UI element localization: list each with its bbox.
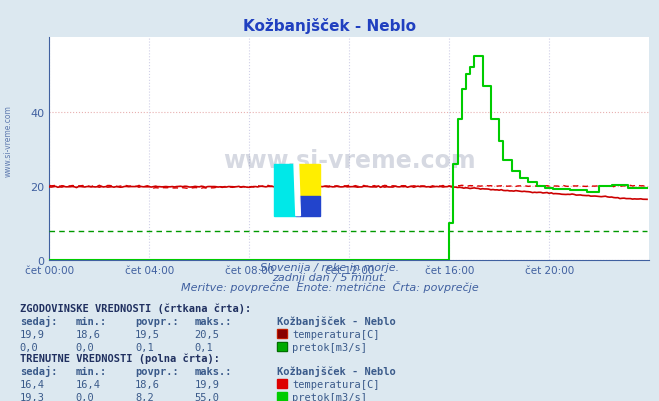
Text: sedaj:: sedaj: xyxy=(20,315,57,326)
Bar xyxy=(297,164,320,196)
Text: zadnji dan / 5 minut.: zadnji dan / 5 minut. xyxy=(272,273,387,283)
Text: 19,3: 19,3 xyxy=(20,392,45,401)
Text: 0,1: 0,1 xyxy=(194,342,213,352)
Text: 0,0: 0,0 xyxy=(20,342,38,352)
Text: Kožbanjšček - Neblo: Kožbanjšček - Neblo xyxy=(277,365,395,376)
Text: 19,5: 19,5 xyxy=(135,329,160,339)
Text: 16,4: 16,4 xyxy=(20,379,45,389)
Text: Kožbanjšček - Neblo: Kožbanjšček - Neblo xyxy=(277,315,395,326)
Polygon shape xyxy=(294,164,301,216)
Text: 18,6: 18,6 xyxy=(76,329,101,339)
Text: temperatura[C]: temperatura[C] xyxy=(292,379,380,389)
Text: 19,9: 19,9 xyxy=(194,379,219,389)
Text: 0,0: 0,0 xyxy=(76,342,94,352)
Text: Kožbanjšček - Neblo: Kožbanjšček - Neblo xyxy=(243,18,416,34)
Text: povpr.:: povpr.: xyxy=(135,366,179,376)
Text: pretok[m3/s]: pretok[m3/s] xyxy=(292,342,367,352)
Text: 20,5: 20,5 xyxy=(194,329,219,339)
Bar xyxy=(297,196,320,216)
Text: povpr.:: povpr.: xyxy=(135,316,179,326)
Text: 16,4: 16,4 xyxy=(76,379,101,389)
Text: 8,2: 8,2 xyxy=(135,392,154,401)
Text: maks.:: maks.: xyxy=(194,316,232,326)
Text: www.si-vreme.com: www.si-vreme.com xyxy=(3,105,13,176)
Text: 18,6: 18,6 xyxy=(135,379,160,389)
Text: www.si-vreme.com: www.si-vreme.com xyxy=(223,148,476,172)
Text: min.:: min.: xyxy=(76,316,107,326)
Text: temperatura[C]: temperatura[C] xyxy=(292,329,380,339)
Text: Slovenija / reke in morje.: Slovenija / reke in morje. xyxy=(260,263,399,273)
Text: pretok[m3/s]: pretok[m3/s] xyxy=(292,392,367,401)
Text: sedaj:: sedaj: xyxy=(20,365,57,376)
Text: ZGODOVINSKE VREDNOSTI (črtkana črta):: ZGODOVINSKE VREDNOSTI (črtkana črta): xyxy=(20,302,251,313)
Text: TRENUTNE VREDNOSTI (polna črta):: TRENUTNE VREDNOSTI (polna črta): xyxy=(20,352,219,363)
Bar xyxy=(274,164,297,216)
Text: Meritve: povprečne  Enote: metrične  Črta: povprečje: Meritve: povprečne Enote: metrične Črta:… xyxy=(181,281,478,293)
Text: maks.:: maks.: xyxy=(194,366,232,376)
Text: 55,0: 55,0 xyxy=(194,392,219,401)
Text: 0,0: 0,0 xyxy=(76,392,94,401)
Text: 0,1: 0,1 xyxy=(135,342,154,352)
Text: 19,9: 19,9 xyxy=(20,329,45,339)
Text: min.:: min.: xyxy=(76,366,107,376)
